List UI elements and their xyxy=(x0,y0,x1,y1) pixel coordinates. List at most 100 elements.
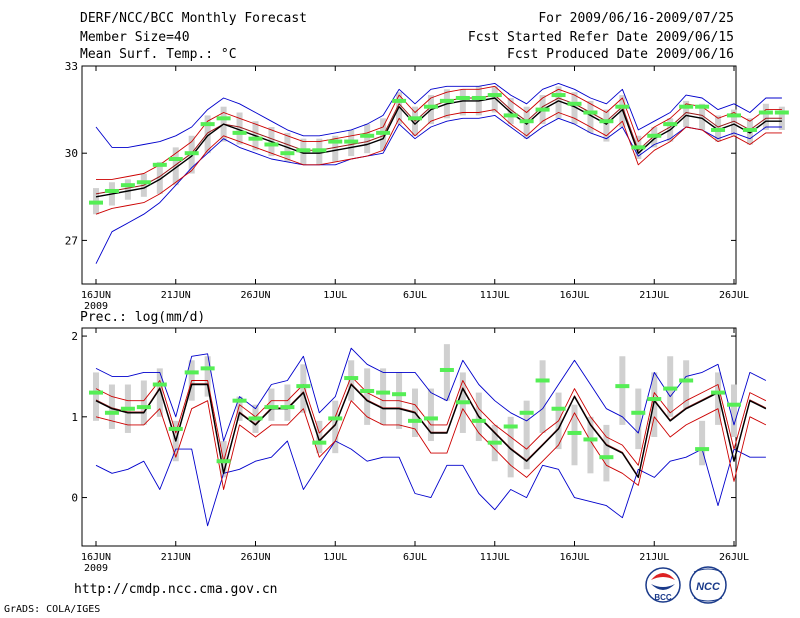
series-ensemble-mean xyxy=(95,97,782,198)
green-marker xyxy=(312,148,327,153)
x-tick-label: 6JUL xyxy=(403,290,427,301)
x-tick-label: 16JUN xyxy=(81,552,111,563)
green-marker xyxy=(376,130,391,135)
member-range-box xyxy=(364,124,371,154)
member-range-box xyxy=(683,100,690,128)
green-marker xyxy=(344,139,359,144)
member-range-box xyxy=(699,420,706,466)
green-marker xyxy=(89,200,103,205)
ncc-logo-text: NCC xyxy=(696,581,721,593)
green-marker xyxy=(200,122,215,127)
member-range-box xyxy=(236,112,243,145)
green-marker xyxy=(168,157,183,162)
green-marker xyxy=(519,119,534,124)
series-maximum xyxy=(95,82,782,148)
green-marker xyxy=(296,384,311,389)
green-marker xyxy=(408,116,422,121)
green-marker xyxy=(695,447,710,452)
green-marker xyxy=(248,136,263,141)
y-tick-label: 0 xyxy=(71,492,78,505)
ncc-logo: NCC xyxy=(689,566,727,604)
member-range-box xyxy=(332,400,339,454)
y-tick-label: 27 xyxy=(65,234,78,247)
member-range-box xyxy=(300,364,307,413)
green-marker xyxy=(583,110,598,115)
member-range-box xyxy=(667,356,674,417)
series-reference-mean xyxy=(95,94,782,195)
green-marker xyxy=(535,107,550,112)
green-marker xyxy=(423,416,438,421)
green-marker xyxy=(631,410,646,415)
source-url[interactable]: http://cmdp.ncc.cma.gov.cn xyxy=(74,582,278,597)
x-tick-label: 11JUL xyxy=(480,290,510,301)
green-marker xyxy=(264,405,279,410)
temp-panel-frame xyxy=(81,65,737,285)
member-range-box xyxy=(555,86,562,119)
green-marker xyxy=(519,410,534,415)
green-marker xyxy=(296,148,311,153)
chart-title: DERF/NCC/BCC Monthly Forecast xyxy=(80,11,307,26)
green-marker xyxy=(679,104,694,109)
member-range-box xyxy=(507,416,514,478)
green-marker xyxy=(328,416,343,421)
green-marker xyxy=(360,388,375,393)
member-range-box xyxy=(539,360,546,433)
green-marker xyxy=(455,400,470,405)
member-range-box xyxy=(268,388,275,421)
green-marker xyxy=(184,151,199,156)
fcst-started-date: Fcst Started Refer Date 2009/06/15 xyxy=(467,30,734,45)
member-range-box xyxy=(523,400,530,470)
x-tick-label: 21JUN xyxy=(161,552,191,563)
series-spread-upper xyxy=(95,375,767,466)
green-marker xyxy=(503,113,518,118)
green-marker xyxy=(168,426,183,431)
green-marker xyxy=(774,110,789,115)
green-marker xyxy=(312,440,327,445)
x-tick-label: 26JUL xyxy=(719,552,749,563)
series-minimum xyxy=(95,440,766,527)
green-marker xyxy=(663,386,678,391)
green-marker xyxy=(758,110,773,115)
member-range-box xyxy=(124,179,131,200)
green-marker xyxy=(280,151,295,156)
green-marker xyxy=(264,142,279,147)
member-range-box xyxy=(571,404,578,466)
member-range-box xyxy=(651,372,658,437)
green-marker xyxy=(184,370,199,375)
member-range-box xyxy=(427,388,434,442)
green-marker xyxy=(136,180,151,185)
series-maximum xyxy=(95,347,767,442)
member-range-box xyxy=(236,396,243,421)
member-range-box xyxy=(380,368,387,425)
x-tick-label: 11JUL xyxy=(480,552,510,563)
member-range-box xyxy=(587,416,594,474)
member-range-box xyxy=(204,356,211,397)
member-range-box xyxy=(93,372,99,421)
series-minimum xyxy=(95,114,782,264)
x-tick-label: 21JUL xyxy=(639,290,669,301)
member-range-box xyxy=(108,384,115,429)
green-marker xyxy=(727,113,741,118)
fcst-produced-date: Fcst Produced Date 2009/06/16 xyxy=(507,47,734,62)
member-range-box xyxy=(635,388,642,450)
y-tick-label: 2 xyxy=(71,330,78,343)
green-marker xyxy=(136,405,151,410)
green-marker xyxy=(503,424,518,429)
green-marker xyxy=(328,139,343,144)
green-marker xyxy=(200,366,215,371)
member-range-box xyxy=(731,384,737,437)
green-marker xyxy=(742,127,757,132)
x-tick-label: 26JUL xyxy=(719,290,749,301)
green-marker xyxy=(727,402,741,407)
y-tick-label: 33 xyxy=(65,60,78,73)
green-marker xyxy=(439,367,454,372)
green-marker xyxy=(615,104,630,109)
green-marker xyxy=(104,188,119,193)
green-marker xyxy=(120,406,135,411)
precip-panel-title: Prec.: log(mm/d) xyxy=(80,310,206,325)
green-marker xyxy=(471,418,486,423)
x-tick-label: 16JUL xyxy=(559,290,589,301)
green-marker xyxy=(551,93,566,98)
green-marker xyxy=(280,405,295,410)
